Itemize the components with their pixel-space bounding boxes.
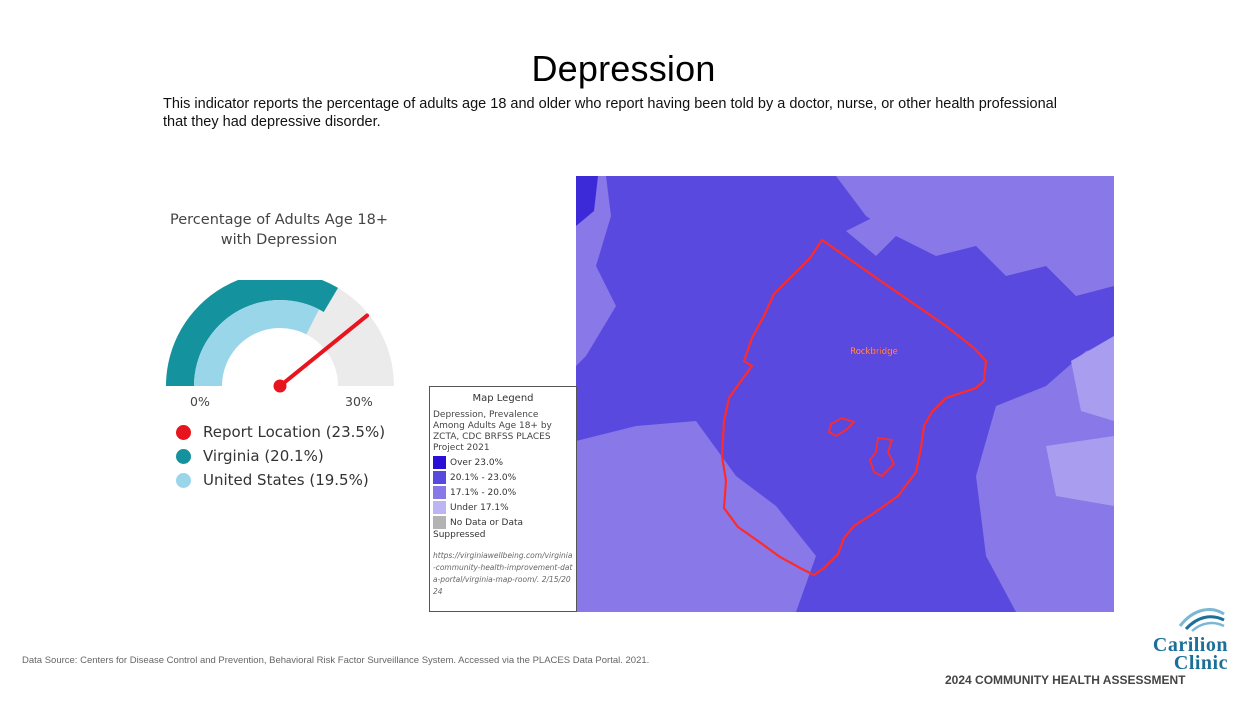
- choropleth-map[interactable]: Rockbridge: [576, 176, 1114, 612]
- gauge-needle-hub: [273, 379, 287, 393]
- legend-dot-report-location: [176, 424, 191, 440]
- map-legend-swatch: [433, 501, 446, 514]
- map-legend-label: Under 17.1%: [450, 502, 509, 513]
- map-legend-label: 17.1% - 20.0%: [450, 487, 517, 498]
- logo-text-line2: Clinic: [1173, 652, 1228, 674]
- map-town-boundary-1: [827, 417, 856, 438]
- gauge-tick-max: 30%: [345, 394, 373, 409]
- map-legend-title: Map Legend: [472, 393, 534, 404]
- gauge-arc-virginia: [166, 280, 339, 386]
- data-source-note: Data Source: Centers for Disease Control…: [22, 655, 650, 666]
- carilion-clinic-logo: Carilion Clinic: [1126, 600, 1236, 674]
- map-legend-subtitle: Depression, Prevalence Among Adults Age …: [433, 410, 552, 453]
- gauge-tick-min: 0%: [190, 394, 210, 409]
- map-legend-label: Over 23.0%: [450, 457, 504, 468]
- map-region-label: Rockbridge: [850, 347, 898, 357]
- logo-text-line1: Carilion: [1152, 634, 1228, 656]
- map-zone-light-southwest: [576, 421, 816, 612]
- map-legend-suppressed-note: Suppressed: [433, 530, 486, 540]
- map-legend-swatch: [433, 516, 446, 529]
- map-legend-swatch: [433, 456, 446, 469]
- legend-dot-united-states: [176, 472, 191, 488]
- gauge-title-line1: Percentage of Adults Age 18+: [170, 212, 388, 228]
- map-zone-lightest-south: [1046, 436, 1114, 506]
- map-zone-light-west: [576, 176, 616, 366]
- map-zone-light-north: [846, 216, 896, 256]
- map-legend-swatch: [433, 471, 446, 484]
- map-county-boundary: [720, 238, 988, 577]
- map-legend-swatch: [433, 486, 446, 499]
- legend-label-virginia: Virginia (20.1%): [203, 447, 324, 465]
- legend-item-report-location: Report Location (23.5%): [176, 420, 385, 444]
- map-legend-label: 20.1% - 23.0%: [450, 472, 517, 483]
- map-legend-label: No Data or Data: [450, 517, 524, 528]
- legend-item-united-states: United States (19.5%): [176, 468, 385, 492]
- legend-label-united-states: United States (19.5%): [203, 471, 369, 489]
- map-zone-light-east: [976, 346, 1114, 612]
- map-zone-lightest-east: [1071, 336, 1114, 421]
- gauge-title-line2: with Depression: [220, 232, 338, 248]
- legend-dot-virginia: [176, 448, 191, 464]
- gauge-arc-united-states: [194, 300, 320, 386]
- gauge-needle-report-location: [278, 313, 370, 388]
- assessment-label: 2024 COMMUNITY HEALTH ASSESSMENT: [945, 673, 1186, 687]
- map-town-boundary-2: [868, 436, 896, 478]
- gauge-chart-title: Percentage of Adults Age 18+ with Depres…: [150, 210, 408, 250]
- indicator-description: This indicator reports the percentage of…: [163, 96, 1057, 130]
- page-title: Depression: [531, 48, 716, 89]
- map-zone-dark: [576, 176, 598, 226]
- legend-item-virginia: Virginia (20.1%): [176, 444, 385, 468]
- map-legend-item: No Data or Data: [433, 516, 573, 529]
- map-legend-item: Over 23.0%: [433, 456, 573, 469]
- legend-label-report-location: Report Location (23.5%): [203, 423, 386, 441]
- map-zone-light-northeast: [836, 176, 1114, 296]
- carilion-wave-icon: [1178, 608, 1225, 632]
- map-legend-item: 17.1% - 20.0%: [433, 486, 573, 499]
- map-legend-item: Under 17.1%: [433, 501, 573, 514]
- gauge-legend: Report Location (23.5%) Virginia (20.1%)…: [176, 420, 385, 492]
- gauge-chart: [166, 280, 394, 393]
- map-legend: Map Legend Depression, Prevalence Among …: [429, 386, 577, 612]
- map-legend-item: 20.1% - 23.0%: [433, 471, 573, 484]
- map-canvas: Rockbridge: [576, 176, 1114, 612]
- map-source-url: https://virginiawellbeing.com/virginia-c…: [433, 551, 573, 596]
